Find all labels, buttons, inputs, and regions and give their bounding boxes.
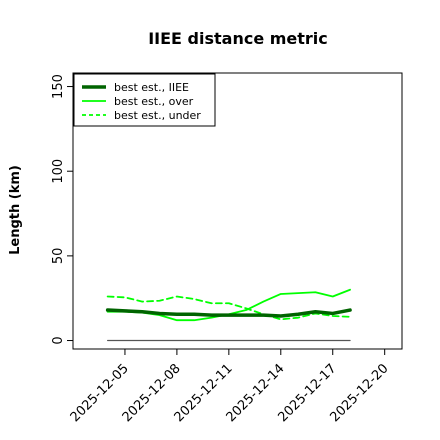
y-tick-label: 50 [51, 248, 66, 265]
legend-box [73, 73, 216, 127]
series-line-0 [105, 308, 352, 318]
y-axis: 0 50 100 150 [51, 74, 73, 345]
y-tick-label: 100 [51, 159, 66, 184]
plot-frame [72, 72, 403, 350]
y-axis-label: Length (km) [8, 165, 23, 255]
y-tick-label: 150 [51, 74, 66, 99]
y-tick-label: 0 [51, 336, 66, 344]
series-layer [105, 288, 352, 342]
series-line-2 [106, 295, 351, 321]
chart-title: IIEE distance metric [148, 29, 328, 48]
legend-entry: best est., under [114, 109, 201, 122]
x-axis: 2025-12-052025-12-082025-12-112025-12-14… [68, 349, 392, 425]
legend-entry: best est., over [114, 95, 194, 108]
legend-entry: best est., IIEE [114, 81, 189, 94]
